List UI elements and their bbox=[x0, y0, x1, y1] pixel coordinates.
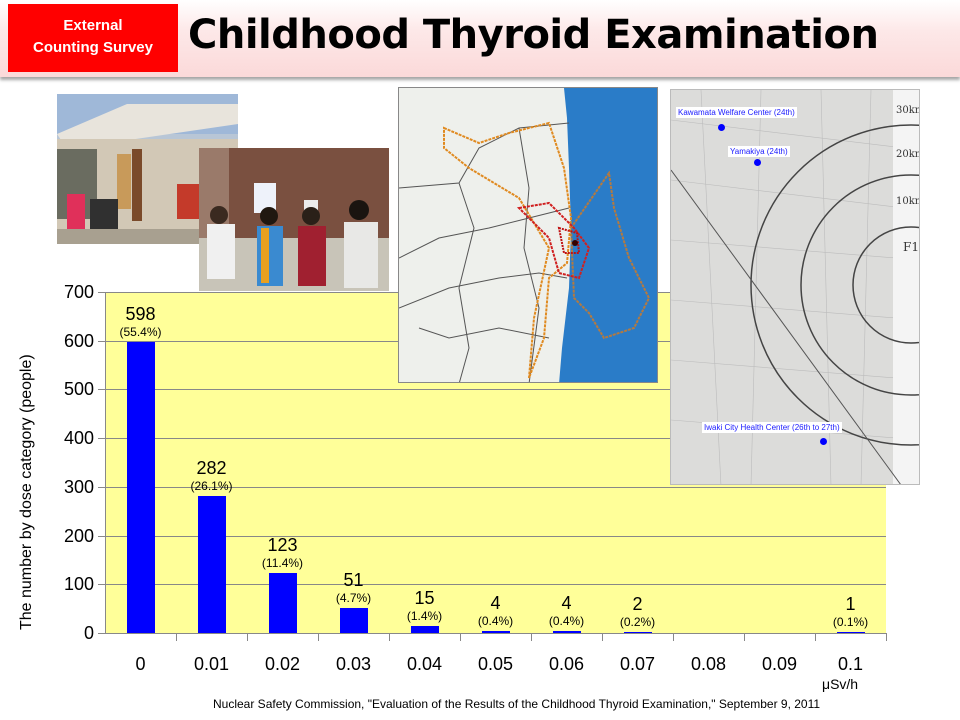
x-tick-mark bbox=[460, 633, 461, 641]
x-tick-label: 0.02 bbox=[264, 654, 301, 674]
y-tick-label: 300 bbox=[63, 476, 94, 497]
x-tick-label: 0.04 bbox=[406, 654, 443, 674]
x-tick-mark bbox=[247, 633, 248, 641]
fallout-contour-map bbox=[398, 87, 658, 383]
bar-0.05 bbox=[481, 631, 510, 633]
x-tick-mark bbox=[886, 633, 887, 641]
page-title: Childhood Thyroid Examination bbox=[188, 12, 879, 58]
bar-value-label: 51 bbox=[343, 570, 364, 591]
y-tick-label: 0 bbox=[83, 623, 94, 643]
bar-value-label: 4 bbox=[561, 593, 572, 614]
y-tick-mark bbox=[98, 292, 105, 293]
external-counting-survey-tag: External Counting Survey bbox=[8, 4, 178, 72]
y-tick-mark bbox=[98, 584, 105, 586]
y-tick-label: 500 bbox=[63, 379, 94, 400]
source-citation: Nuclear Safety Commission, "Evaluation o… bbox=[213, 697, 821, 711]
bar-percent-label: (11.4%) bbox=[261, 556, 304, 571]
kawamata-label: Kawamata Welfare Center (24th) bbox=[676, 107, 797, 118]
x-tick-label: 0 bbox=[135, 654, 146, 674]
x-tick-mark bbox=[318, 633, 319, 641]
bar-0.03 bbox=[339, 608, 368, 633]
bar-0.04 bbox=[410, 625, 439, 633]
examination-room-photo bbox=[199, 148, 389, 291]
iwaki-marker bbox=[820, 438, 827, 445]
gridline bbox=[106, 389, 886, 391]
y-tick-mark bbox=[98, 535, 105, 537]
bar-value-label: 4 bbox=[490, 593, 501, 614]
x-tick-mark bbox=[815, 633, 816, 641]
y-tick-mark bbox=[98, 486, 105, 488]
bar-percent-label: (0.1%) bbox=[832, 615, 869, 629]
bar-value-label: 598 bbox=[125, 303, 156, 324]
bar-0.02 bbox=[268, 573, 297, 633]
bar-percent-label: (0.4%) bbox=[548, 614, 585, 629]
tag-line-2: Counting Survey bbox=[32, 39, 153, 56]
gridline bbox=[106, 486, 886, 488]
x-tick-mark bbox=[176, 633, 177, 641]
kawamata-marker bbox=[718, 124, 725, 131]
x-tick-label: 0.07 bbox=[619, 654, 656, 674]
bar-value-label: 2 bbox=[632, 594, 643, 614]
gridline bbox=[106, 584, 886, 586]
y-tick-mark bbox=[98, 438, 105, 440]
x-tick-label: 0.06 bbox=[548, 654, 585, 674]
yamakiya-marker bbox=[754, 159, 761, 166]
bar-value-label: 15 bbox=[414, 587, 435, 608]
x-tick-mark bbox=[744, 633, 745, 641]
x-tick-label: 0.01 bbox=[193, 654, 230, 674]
x-tick-mark bbox=[602, 633, 603, 641]
tag-line-1: External bbox=[63, 17, 123, 34]
y-tick-label: 700 bbox=[63, 282, 94, 302]
gridline bbox=[106, 535, 886, 537]
bar-0.01 bbox=[197, 495, 226, 633]
title-bar: External Counting Survey Childhood Thyro… bbox=[0, 0, 960, 77]
yamakiya-label: Yamakiya (24th) bbox=[728, 146, 790, 157]
y-tick-mark bbox=[98, 340, 105, 342]
y-tick-label: 200 bbox=[63, 525, 94, 546]
x-tick-label: 0.05 bbox=[477, 654, 514, 674]
y-tick-mark bbox=[98, 389, 105, 391]
bar-0 bbox=[126, 341, 155, 633]
x-tick-mark bbox=[389, 633, 390, 641]
examination-location-map: 30km 20km 10km F1 Kawamata Welfare Cente… bbox=[670, 89, 920, 485]
bar-value-label: 123 bbox=[267, 535, 298, 556]
bar-percent-label: (0.2%) bbox=[619, 615, 656, 629]
bar-0.06 bbox=[552, 631, 581, 633]
x-tick-mark bbox=[531, 633, 532, 641]
bar-0.1 bbox=[836, 632, 865, 633]
y-tick-mark bbox=[98, 633, 105, 634]
x-tick-label: 0.03 bbox=[335, 654, 372, 674]
distance-20km-label: 20km bbox=[896, 149, 919, 160]
bar-percent-label: (26.1%) bbox=[190, 478, 233, 493]
bar-percent-label: (1.4%) bbox=[406, 608, 443, 623]
y-tick-label: 100 bbox=[63, 574, 94, 595]
gridline bbox=[106, 438, 886, 440]
y-tick-label: 600 bbox=[63, 330, 94, 351]
bar-value-label: 1 bbox=[845, 594, 856, 614]
distance-30km-label: 30km bbox=[896, 105, 919, 116]
x-tick-label: 0.09 bbox=[761, 654, 798, 674]
y-axis-label: The number by dose category (people) bbox=[18, 354, 35, 630]
bar-percent-label: (4.7%) bbox=[335, 591, 372, 606]
x-axis bbox=[105, 633, 886, 634]
bar-percent-label: (0.4%) bbox=[477, 614, 514, 629]
x-tick-label: 0.1 bbox=[837, 654, 864, 674]
y-tick-label: 400 bbox=[63, 428, 94, 449]
bar-percent-label: (55.4%) bbox=[119, 324, 162, 339]
x-axis-unit: μSv/h bbox=[822, 676, 859, 692]
x-tick-label: 0.08 bbox=[690, 654, 727, 674]
bar-0.07 bbox=[623, 632, 652, 633]
iwaki-label: Iwaki City Health Center (26th to 27th) bbox=[702, 422, 842, 433]
distance-10km-label: 10km bbox=[896, 196, 919, 207]
x-tick-mark bbox=[673, 633, 674, 641]
f1-plant-label: F1 bbox=[903, 240, 919, 254]
bar-value-label: 282 bbox=[196, 457, 227, 478]
